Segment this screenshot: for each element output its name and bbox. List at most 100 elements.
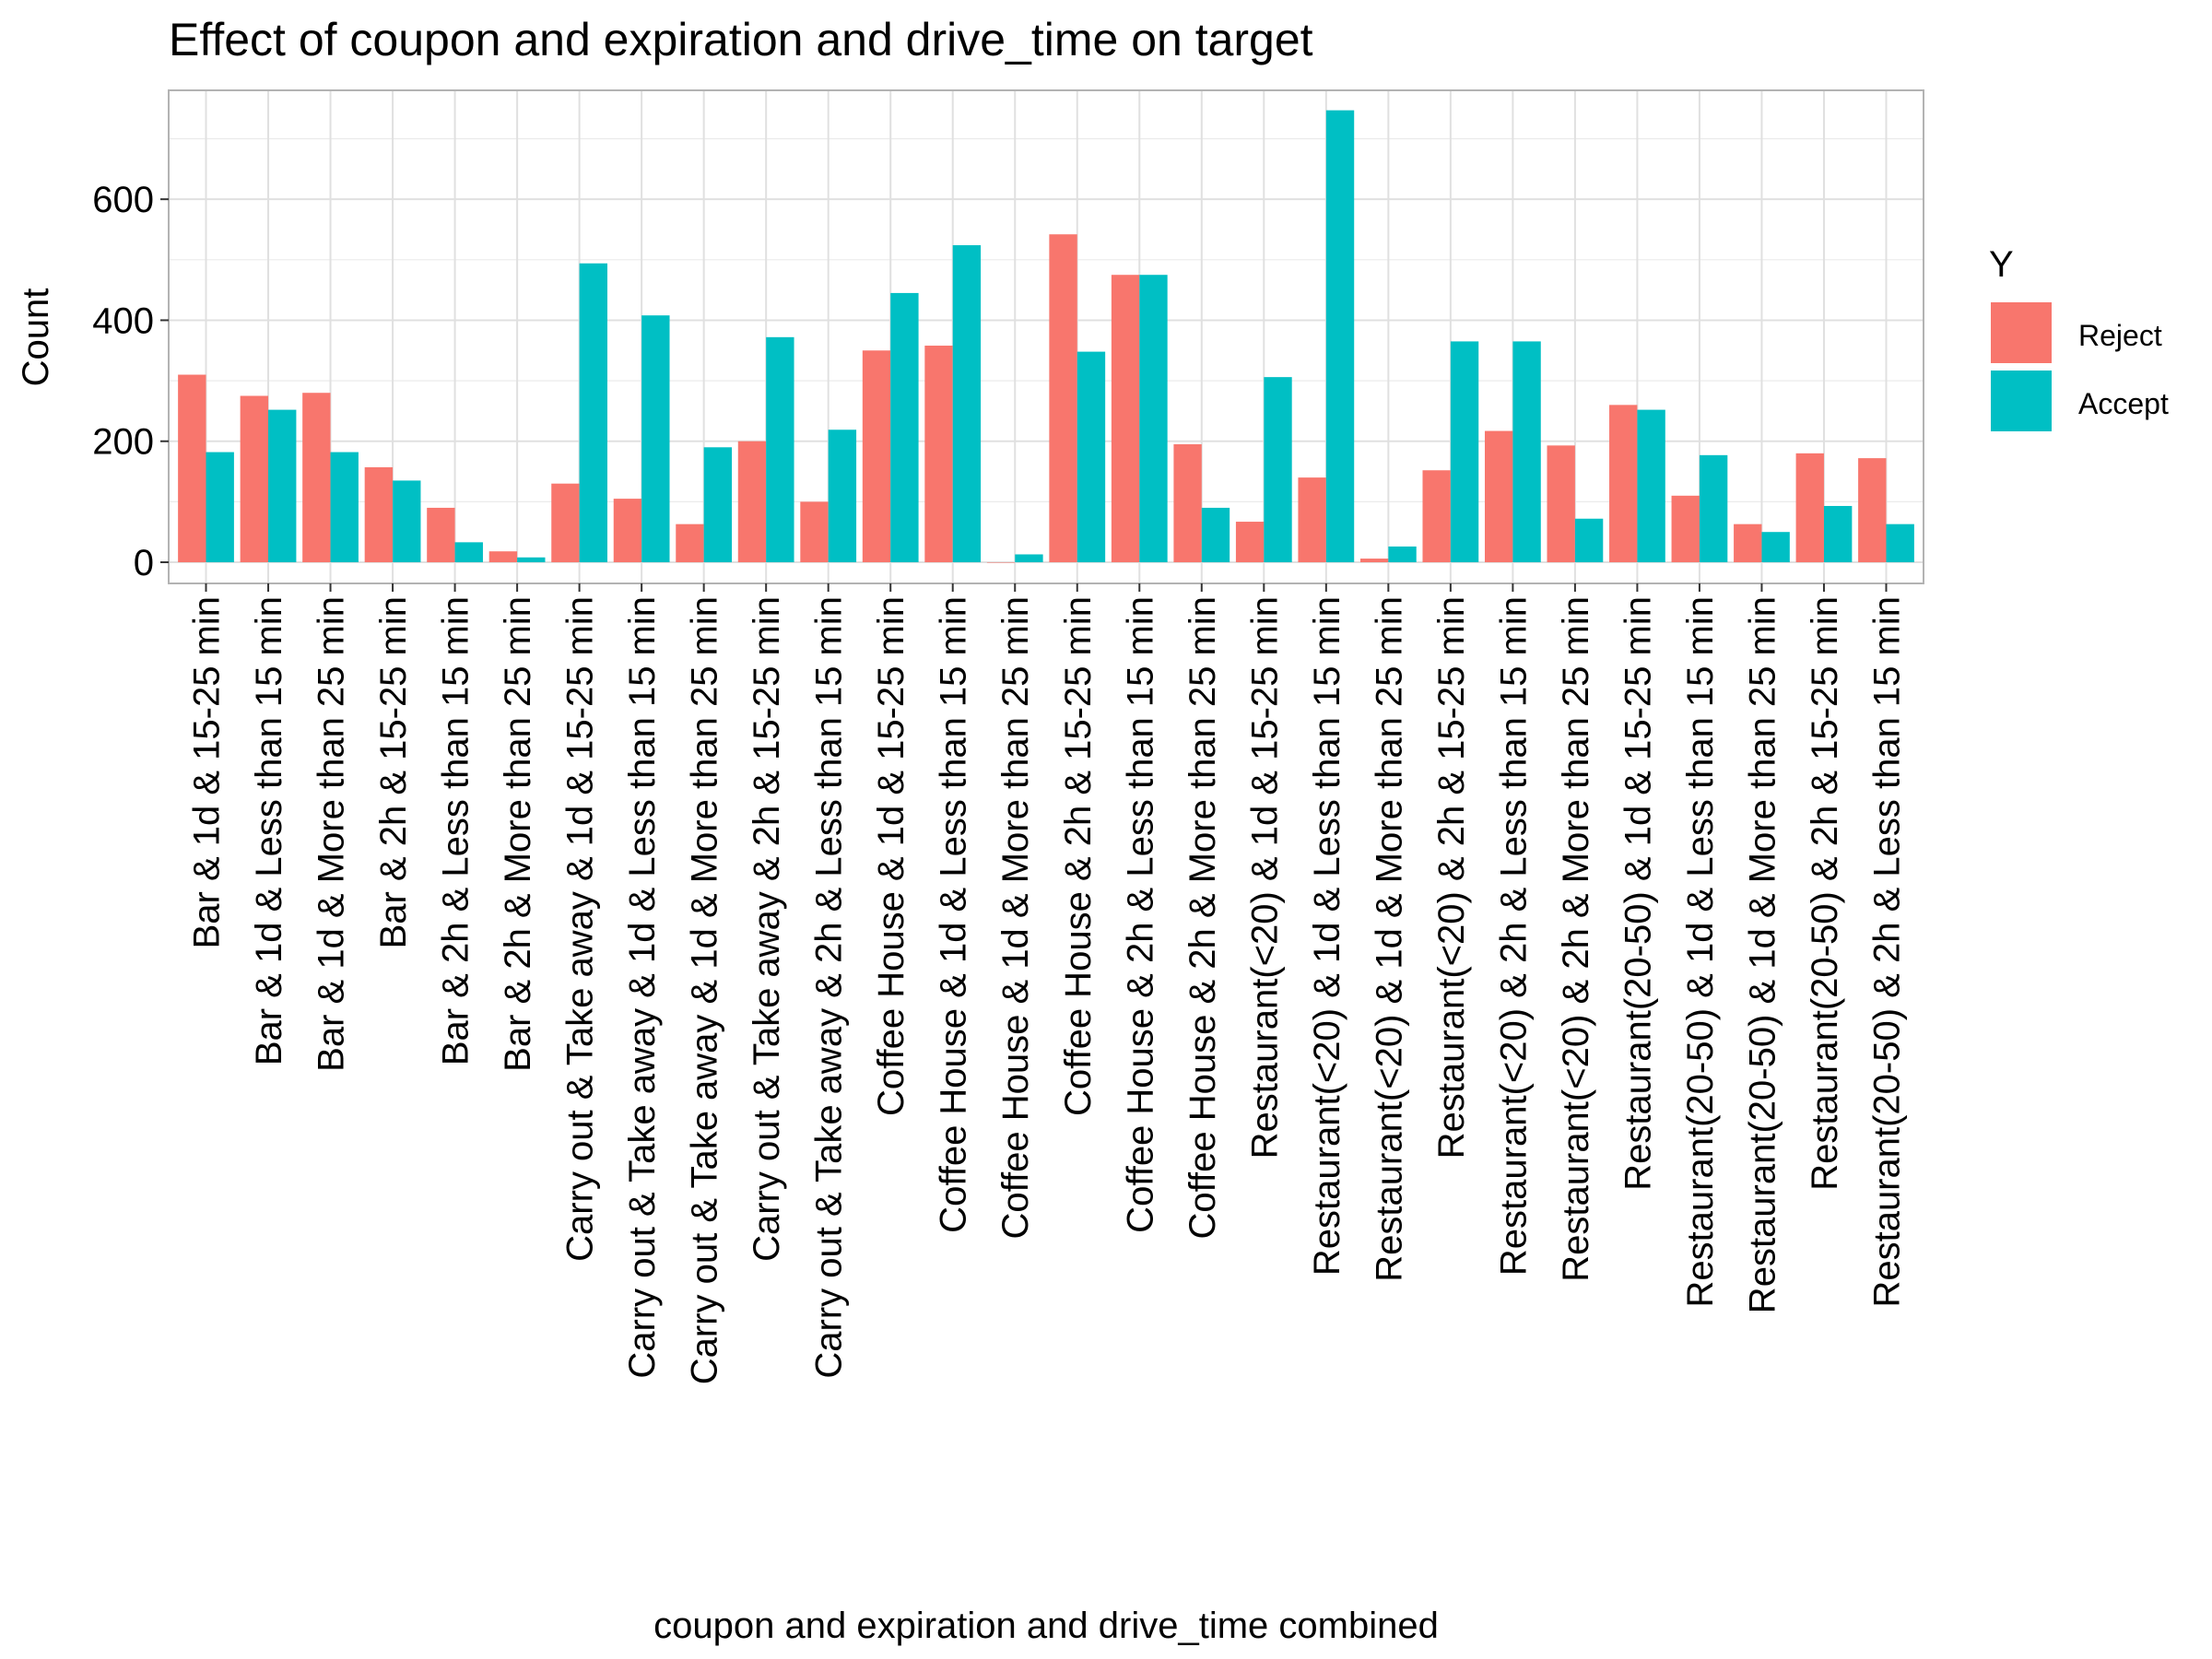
x-tick-label: Carry out & Take away & 1d & Less than 1… [622, 596, 663, 1379]
y-tick-label: 0 [134, 543, 154, 583]
x-tick-label: Restaurant(<20) & 2h & 15-25 min [1431, 596, 1472, 1159]
bar-reject-27 [1858, 458, 1887, 563]
bar-accept-0 [206, 452, 234, 563]
chart-title: Effect of coupon and expiration and driv… [169, 14, 1313, 65]
x-tick-label: Restaurant(<20) & 2h & Less than 15 min [1493, 596, 1534, 1276]
bar-accept-5 [517, 557, 546, 563]
bars [178, 110, 1914, 563]
bar-reject-22 [1547, 445, 1575, 563]
bar-reject-1 [240, 395, 269, 563]
plot-border [168, 89, 1924, 584]
x-tick-label: Restaurant(20-50) & 1d & 15-25 min [1618, 596, 1658, 1191]
bar-accept-12 [952, 245, 982, 563]
bar-reject-2 [302, 393, 331, 563]
bar-accept-2 [330, 452, 359, 563]
x-tick-label: Restaurant(<20) & 1d & More than 25 min [1369, 596, 1409, 1282]
x-tick-label: Restaurant(20-50) & 2h & 15-25 min [1805, 596, 1845, 1191]
x-tick-label: Restaurant(20-50) & 1d & Less than 15 mi… [1680, 596, 1721, 1308]
legend-key-reject [1991, 302, 2052, 363]
legend-key-accept [1991, 371, 2052, 431]
bar-accept-1 [268, 409, 297, 563]
bar-reject-24 [1671, 495, 1700, 563]
bar-accept-8 [703, 447, 733, 563]
bar-accept-19 [1388, 546, 1417, 563]
x-axis: Bar & 1d & 15-25 min Bar & 1d & Less than… [187, 583, 1907, 1384]
bar-reject-6 [551, 483, 580, 563]
x-tick-label: Bar & 1d & Less than 15 min [249, 596, 289, 1065]
x-tick-label: Bar & 1d & 15-25 min [187, 596, 228, 948]
bar-accept-15 [1139, 275, 1168, 563]
y-axis-title: Count [16, 288, 56, 387]
bar-accept-9 [766, 336, 794, 563]
bar-reject-21 [1485, 430, 1513, 563]
bar-accept-27 [1886, 524, 1914, 563]
bar-accept-6 [579, 263, 607, 563]
bar-reject-3 [364, 466, 394, 563]
x-tick-label: Bar & 2h & More than 25 min [498, 596, 538, 1072]
x-tick-label: Bar & 2h & 15-25 min [373, 596, 414, 948]
bar-reject-19 [1359, 559, 1389, 563]
bar-accept-23 [1637, 409, 1665, 563]
bar-accept-25 [1761, 532, 1790, 563]
bar-accept-18 [1325, 110, 1355, 563]
bar-reject-7 [613, 499, 642, 563]
y-tick-label: 600 [92, 180, 154, 220]
x-tick-label: Coffee House & 2h & Less than 15 min [1120, 596, 1160, 1233]
bar-accept-7 [641, 315, 670, 563]
y-axis: 0 200 400 600 [92, 180, 169, 583]
x-tick-label: Carry out & Take away & 2h & 15-25 min [747, 596, 787, 1262]
legend-label-reject: Reject [2078, 319, 2162, 352]
bar-accept-3 [393, 480, 421, 563]
legend-title: Y [1989, 244, 2014, 285]
y-tick-label: 200 [92, 422, 154, 463]
x-tick-label: Bar & 2h & Less than 15 min [436, 596, 477, 1065]
x-tick-label: Restaurant(<20) & 2h & More than 25 min [1556, 596, 1596, 1282]
x-tick-label: Restaurant(<20) & 1d & 15-25 min [1244, 596, 1285, 1159]
x-tick-label: Bar & 1d & More than 25 min [312, 596, 352, 1072]
bar-reject-8 [676, 524, 704, 563]
x-tick-label: Coffee House & 2h & 15-25 min [1058, 596, 1099, 1116]
bar-accept-17 [1264, 377, 1292, 563]
x-axis-title: coupon and expiration and drive_time com… [653, 1606, 1439, 1646]
bar-accept-22 [1574, 518, 1604, 563]
x-tick-label: Carry out & Take away & 2h & Less than 1… [809, 596, 850, 1379]
bar-accept-13 [1015, 554, 1043, 563]
x-tick-label: Carry out & Take away & 1d & 15-25 min [560, 596, 601, 1262]
bar-reject-25 [1734, 524, 1762, 563]
bar-accept-16 [1201, 507, 1230, 563]
y-tick-label: 400 [92, 300, 154, 341]
x-tick-label: Coffee House & 1d & Less than 15 min [934, 596, 974, 1233]
bar-accept-21 [1512, 341, 1541, 563]
bar-accept-4 [454, 542, 483, 563]
bar-reject-0 [178, 374, 206, 563]
x-tick-label: Coffee House & 1d & More than 25 min [995, 596, 1036, 1239]
x-tick-label: Carry out & Take away & 1d & More than 2… [685, 596, 725, 1384]
x-tick-label: Restaurant(20-50) & 2h & Less than 15 mi… [1866, 596, 1907, 1308]
bar-reject-20 [1422, 470, 1451, 563]
bar-reject-15 [1111, 275, 1140, 563]
bar-reject-16 [1173, 444, 1202, 563]
x-tick-label: Restaurant(20-50) & 1d & More than 25 mi… [1742, 596, 1783, 1313]
bar-accept-24 [1699, 454, 1728, 563]
bar-reject-26 [1795, 453, 1824, 563]
bar-accept-10 [828, 429, 857, 563]
bar-reject-14 [1049, 234, 1077, 563]
bar-reject-11 [862, 350, 891, 563]
bar-accept-14 [1077, 351, 1106, 563]
x-tick-label: Coffee House & 1d & 15-25 min [871, 596, 912, 1116]
bar-reject-13 [986, 562, 1016, 563]
bar-reject-10 [800, 501, 829, 563]
x-tick-label: Restaurant(<20) & 1d & Less than 15 min [1307, 596, 1347, 1276]
bar-reject-4 [427, 507, 455, 563]
bar-accept-20 [1450, 341, 1479, 563]
bar-accept-11 [890, 292, 919, 563]
legend-label-accept: Accept [2078, 387, 2169, 420]
bar-reject-17 [1235, 522, 1265, 563]
bar-reject-12 [924, 346, 953, 563]
bar-accept-26 [1823, 505, 1853, 563]
bar-reject-18 [1298, 477, 1326, 563]
bar-reject-23 [1609, 405, 1638, 563]
bar-reject-5 [488, 551, 518, 563]
x-tick-label: Coffee House & 2h & More than 25 min [1182, 596, 1223, 1239]
